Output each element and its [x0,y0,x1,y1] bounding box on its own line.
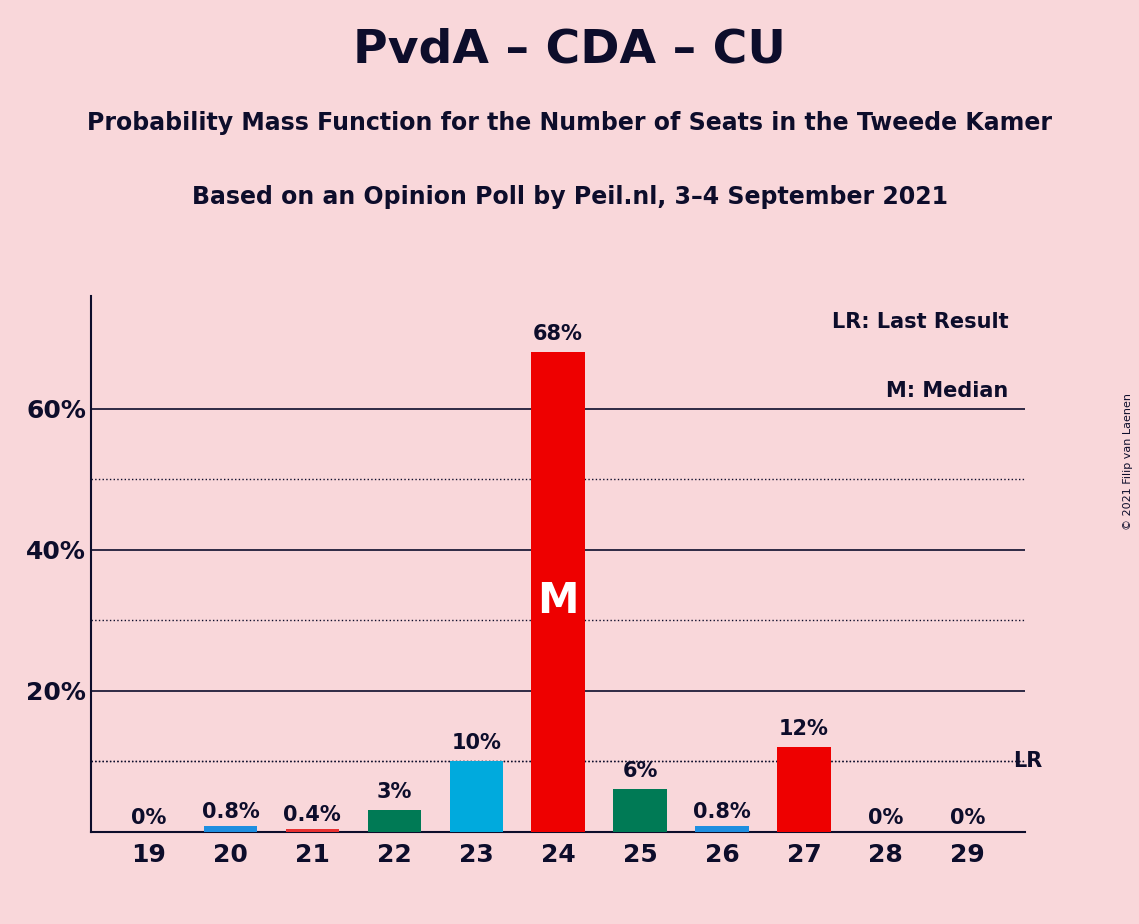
Text: PvdA – CDA – CU: PvdA – CDA – CU [353,28,786,73]
Text: 12%: 12% [779,719,829,738]
Text: LR: Last Result: LR: Last Result [833,311,1009,332]
Text: 3%: 3% [377,782,412,802]
Bar [286,829,339,832]
Bar [532,352,584,832]
Text: 68%: 68% [533,323,583,344]
Bar [777,747,830,832]
Text: M: Median: M: Median [886,382,1009,401]
Text: LR: LR [1013,751,1042,772]
Bar [614,789,666,832]
Text: 0%: 0% [950,808,985,828]
Text: 10%: 10% [451,733,501,753]
Text: © 2021 Filip van Laenen: © 2021 Filip van Laenen [1123,394,1133,530]
Text: Based on an Opinion Poll by Peil.nl, 3–4 September 2021: Based on an Opinion Poll by Peil.nl, 3–4… [191,185,948,209]
Text: 0.8%: 0.8% [202,802,260,822]
Text: 0.4%: 0.4% [284,805,342,825]
Text: 0.8%: 0.8% [694,802,751,822]
Bar [368,810,421,832]
Bar [450,761,502,832]
Text: Probability Mass Function for the Number of Seats in the Tweede Kamer: Probability Mass Function for the Number… [87,111,1052,135]
Text: 0%: 0% [131,808,166,828]
Bar [204,826,257,832]
Text: M: M [538,580,579,623]
Text: 0%: 0% [868,808,903,828]
Text: 6%: 6% [622,760,657,781]
Bar [695,826,748,832]
